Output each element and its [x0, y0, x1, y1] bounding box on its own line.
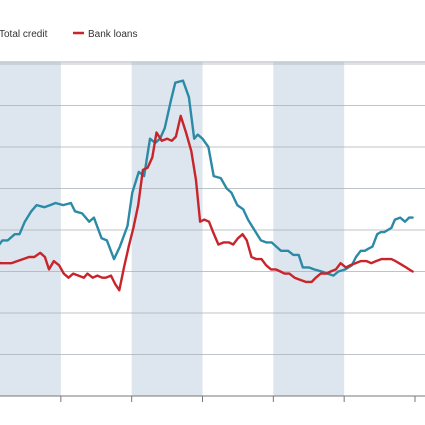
shaded-period-1: [0, 62, 61, 396]
x-axis: [0, 395, 425, 402]
shaded-periods: [0, 62, 345, 396]
series-lines: [0, 79, 414, 292]
gridlines: [0, 61, 425, 355]
series-line-total-credit: [0, 79, 414, 277]
legend-label-total-credit: Total credit: [0, 29, 48, 40]
legend-label-bank-loans: Bank loans: [88, 29, 137, 40]
series-line-bank-loans: [0, 114, 414, 292]
legend: Total credit Bank loans: [0, 29, 137, 40]
shaded-period-3: [273, 62, 345, 396]
